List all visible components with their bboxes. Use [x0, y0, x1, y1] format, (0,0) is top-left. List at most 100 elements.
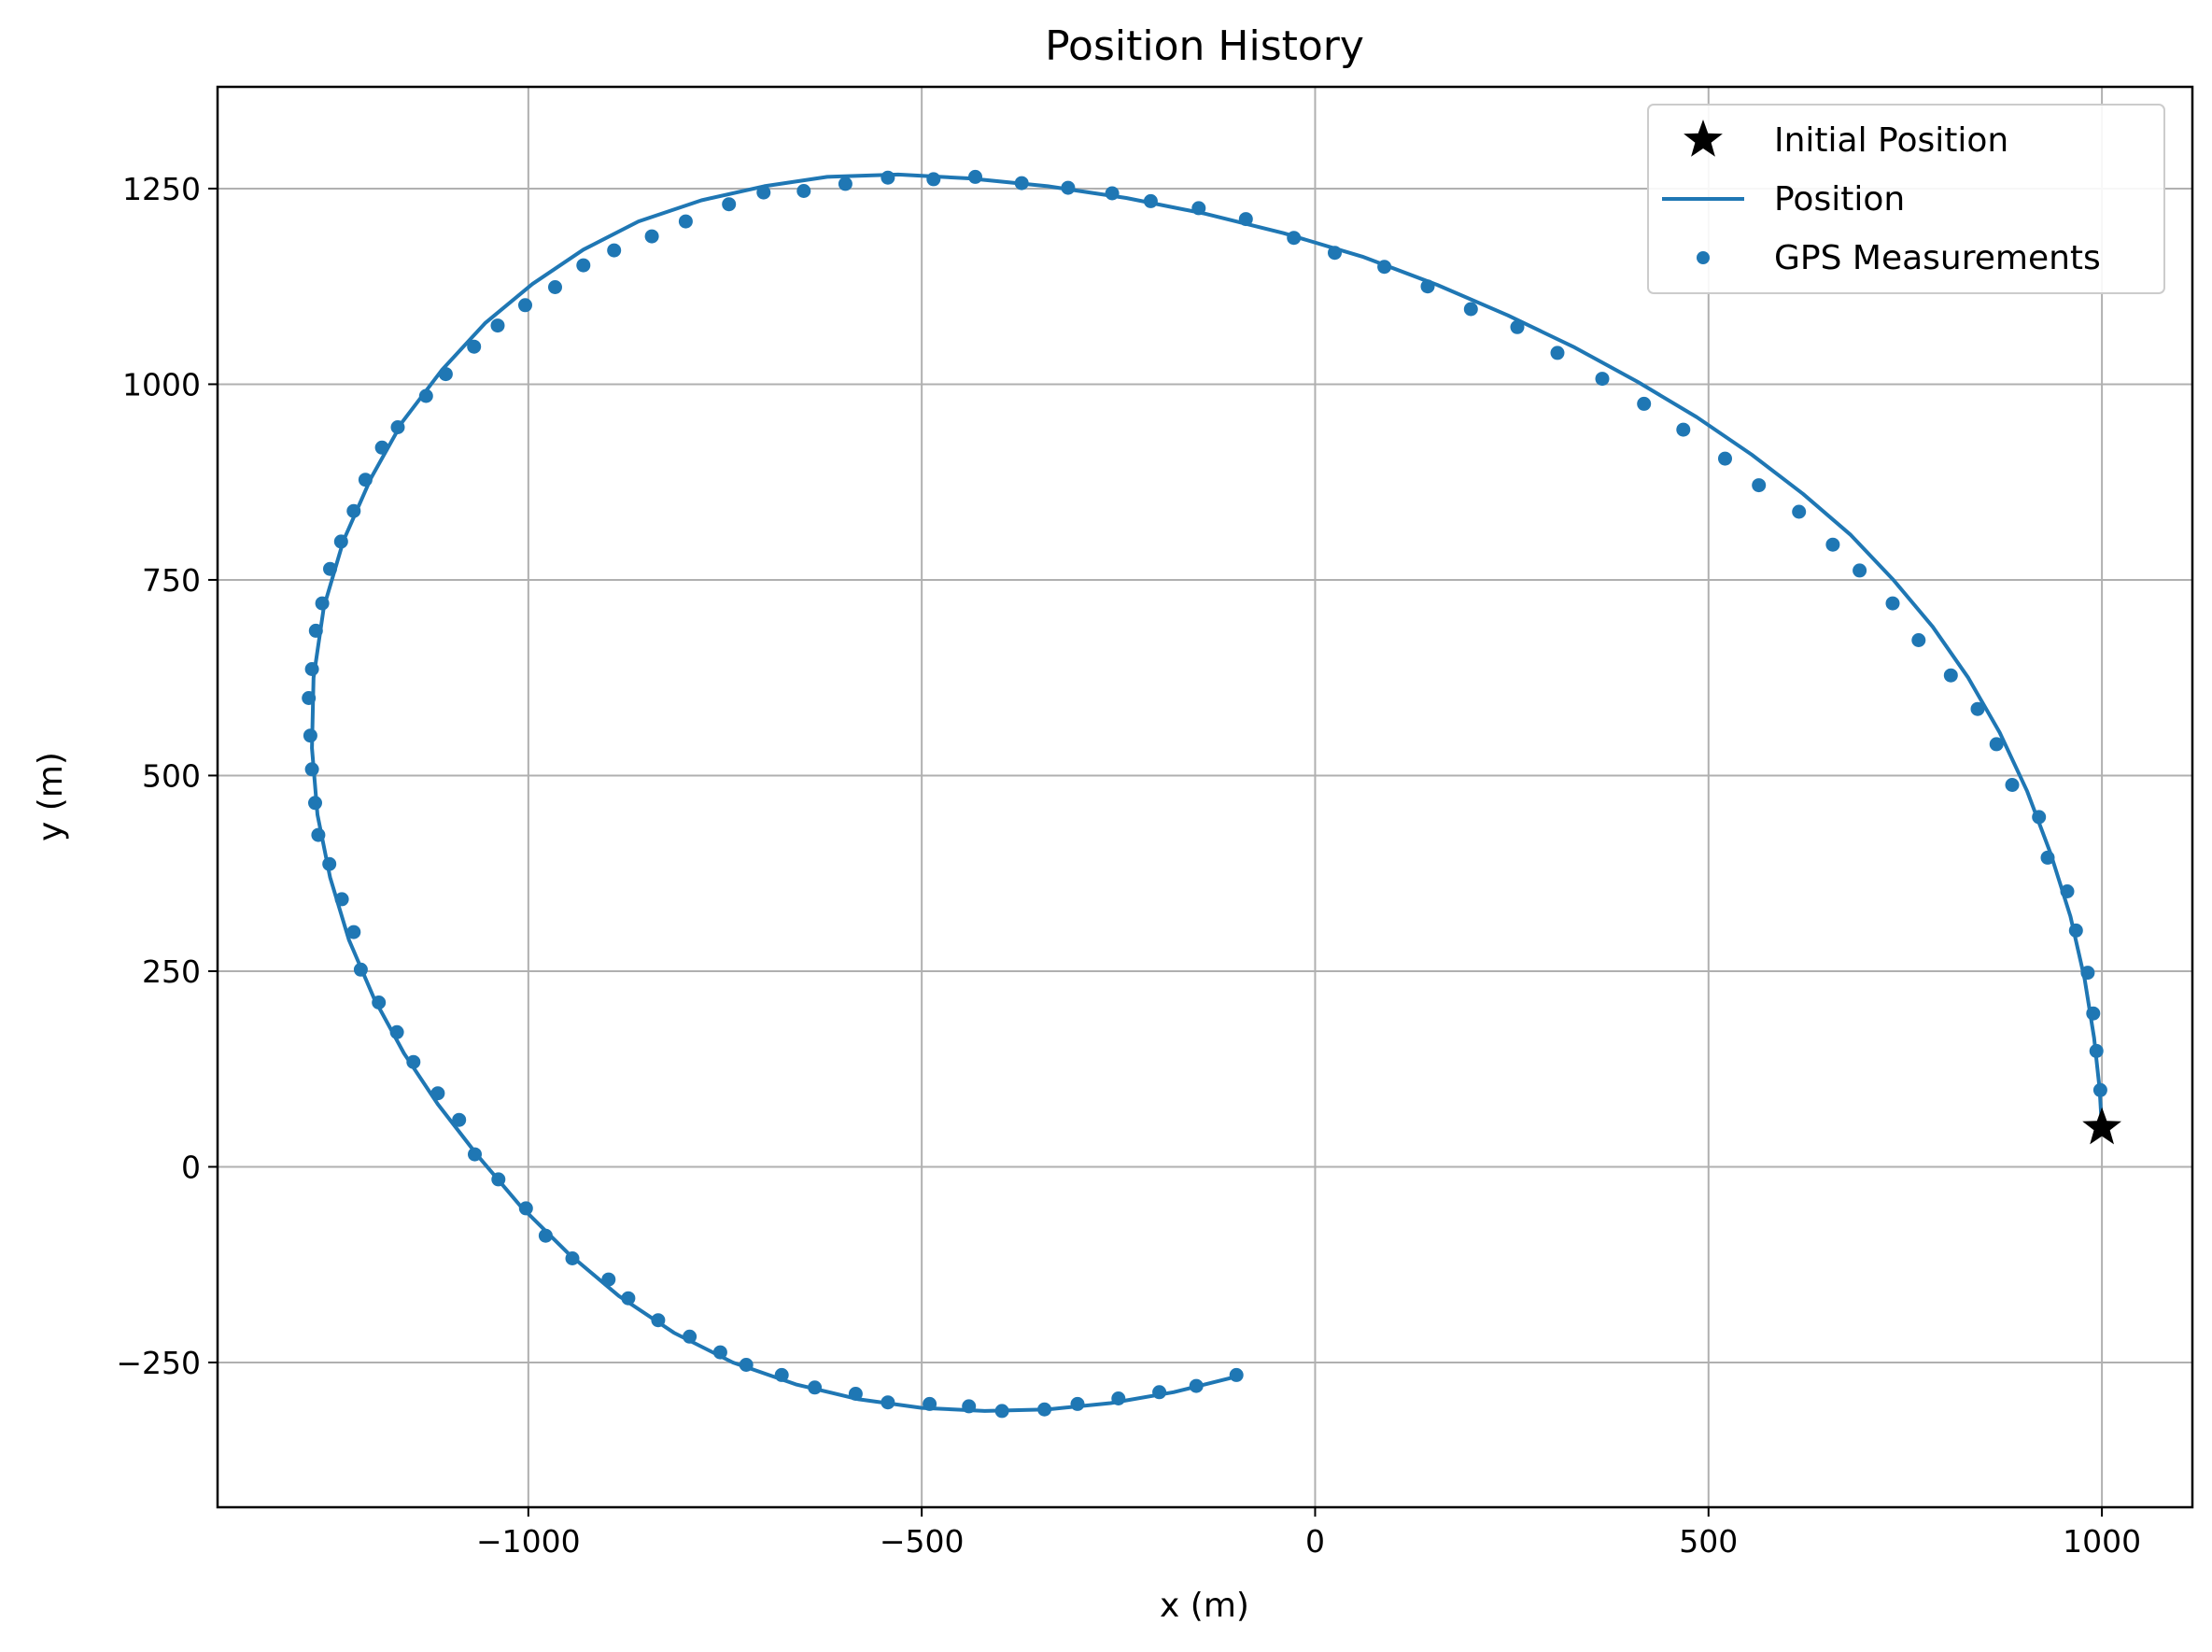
gps-point [467, 339, 482, 354]
y-tick-label: 750 [142, 562, 201, 599]
gps-point [1189, 1378, 1204, 1393]
gps-point [848, 1387, 863, 1401]
gps-point [2086, 1006, 2101, 1021]
axis-ticks: −1000 −500 0 500 1000 −250 0 250 500 750 1000 1250 [116, 171, 2141, 1560]
legend-label-initial-position: Initial Position [1774, 121, 2008, 160]
x-tick-label: 500 [1679, 1523, 1738, 1560]
y-tick-label: 250 [142, 953, 201, 990]
gps-point [2080, 966, 2095, 981]
gps-point [1825, 537, 1840, 552]
x-axis-label: x (m) [1160, 1587, 1249, 1625]
gps-point [302, 691, 317, 705]
gps-point [308, 796, 322, 811]
y-axis-label: y (m) [32, 752, 70, 841]
gps-point [808, 1380, 823, 1395]
gps-point [323, 561, 337, 576]
gps-point [2040, 850, 2055, 865]
gps-point [739, 1358, 754, 1372]
gps-point [353, 962, 368, 977]
gps-point [1510, 319, 1525, 334]
x-tick-label: −500 [880, 1523, 965, 1560]
gps-point [322, 856, 337, 871]
gps-point [1911, 633, 1926, 647]
y-tick-label: 1250 [122, 171, 201, 207]
gps-point [838, 176, 852, 191]
gps-point [1463, 302, 1478, 317]
gps-point [565, 1251, 580, 1265]
gps-point [334, 892, 349, 907]
gps-point [1595, 372, 1610, 387]
gps-point [452, 1112, 467, 1127]
gps-point [678, 214, 693, 229]
gps-point [1111, 1391, 1126, 1405]
legend-label-gps-measurements: GPS Measurements [1774, 239, 2101, 277]
legend-star-icon [1684, 120, 1723, 157]
gps-point [968, 169, 982, 184]
gps-point [538, 1228, 553, 1243]
x-tick-label: 0 [1305, 1523, 1325, 1560]
y-tick-label: 0 [181, 1149, 201, 1185]
gps-point [1328, 246, 1342, 261]
gps-point [1550, 346, 1565, 360]
gps-point [548, 280, 562, 294]
chart-title: Position History [1045, 22, 1364, 70]
gps-point [1037, 1402, 1052, 1417]
gps-point [1989, 737, 2004, 752]
gps-point [881, 170, 895, 185]
gps-point [644, 229, 659, 244]
gps-point [1943, 668, 1958, 683]
gps-point [1885, 596, 1900, 611]
gps-point [1061, 180, 1076, 195]
y-tick-label: 500 [142, 757, 201, 794]
initial-position-marker [2082, 1107, 2121, 1145]
gps-point [1792, 504, 1807, 519]
gps-point [621, 1291, 636, 1306]
gps-point [2092, 1082, 2107, 1097]
gps-point [468, 1147, 482, 1162]
gps-point [1105, 186, 1120, 201]
gps-point [2068, 923, 2083, 938]
gps-point [304, 762, 319, 777]
gps-point [756, 185, 771, 200]
gps-point [358, 473, 373, 487]
gps-point [1238, 212, 1253, 227]
gps-point [1287, 231, 1302, 246]
gps-point [389, 1024, 404, 1039]
gps-point [2089, 1043, 2104, 1058]
gps-point [994, 1404, 1009, 1419]
gps-point [406, 1054, 421, 1069]
x-tick-label: −1000 [476, 1523, 581, 1560]
legend: Initial Position Position GPS Measuremen… [1647, 104, 2165, 294]
gps-point [722, 197, 737, 212]
gps-measurements-series [302, 169, 2107, 1419]
gps-point [308, 623, 323, 638]
gps-point [1637, 396, 1652, 411]
gps-point [881, 1395, 895, 1410]
legend-dot-icon [1697, 251, 1710, 264]
gps-point [418, 388, 433, 403]
gps-point [315, 596, 330, 611]
gps-point [1191, 201, 1206, 216]
gps-point [311, 827, 326, 842]
gps-point [1143, 193, 1158, 208]
gps-point [1853, 563, 1867, 578]
gps-point [491, 1172, 506, 1187]
gps-point [1676, 422, 1691, 437]
gps-point [1377, 260, 1392, 275]
grid [218, 87, 2192, 1507]
gps-point [438, 367, 453, 382]
gps-point [518, 298, 532, 313]
y-tick-label: 1000 [122, 366, 201, 402]
gps-point [346, 503, 361, 518]
gps-point [683, 1329, 697, 1344]
gps-point [518, 1201, 533, 1216]
gps-point [2032, 810, 2047, 825]
gps-point [490, 318, 505, 333]
legend-box [1647, 104, 2165, 294]
gps-point [303, 728, 317, 743]
plot-frame [216, 85, 2194, 1509]
gps-point [1970, 701, 1985, 716]
initial-position-series [2082, 1107, 2121, 1145]
gps-point [1152, 1385, 1167, 1400]
gps-point [1014, 176, 1029, 191]
